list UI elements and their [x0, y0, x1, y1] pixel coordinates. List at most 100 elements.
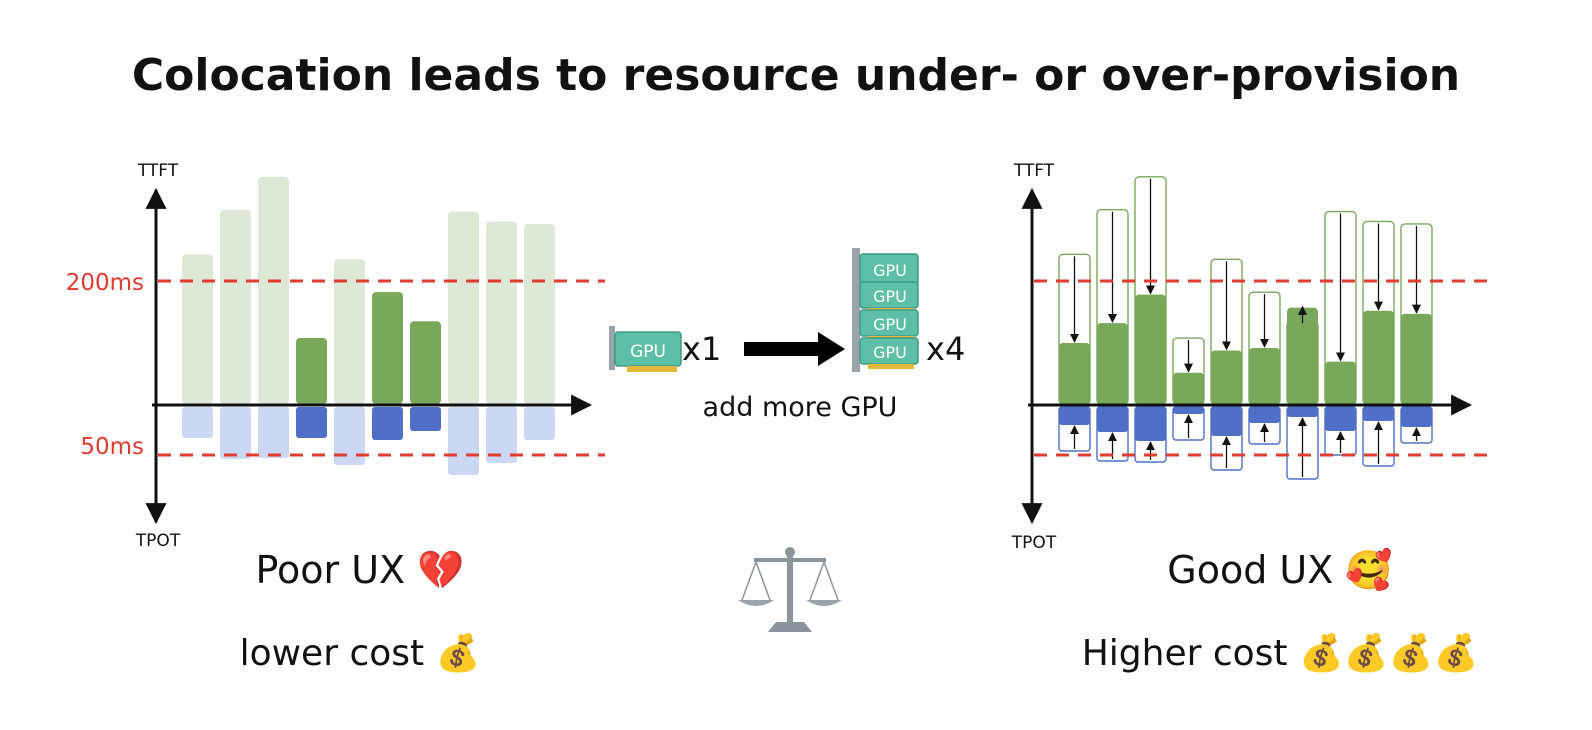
right-tpot-bar-4 [1173, 407, 1204, 414]
left-tpot-bar-5 [334, 407, 365, 465]
left-tpot-bar-1 [182, 407, 213, 438]
left-tpot-bar-2 [220, 407, 251, 459]
left-ttft-bar-10 [524, 223, 555, 404]
right-chart: TTFT TPOT [1011, 161, 1490, 553]
left-chart: TTFT TPOT 200ms 50ms [66, 161, 605, 551]
right-ttft-bar-2 [1097, 323, 1128, 404]
left-ttft-threshold-label: 200ms [66, 270, 144, 296]
right-tpot-before-box-6 [1248, 406, 1281, 445]
left-ttft-bar-1 [182, 254, 213, 404]
right-tpot-before-box-10 [1400, 406, 1433, 444]
right-tpot-bar-8 [1325, 407, 1356, 431]
scale-right-string-a [809, 561, 825, 601]
right-tpot-bar-2 [1097, 407, 1128, 432]
right-tpot-bar-1 [1059, 407, 1090, 425]
gpu-contacts [627, 366, 677, 372]
left-ttft-bar-2 [220, 209, 251, 404]
left-ttft-bar-7 [410, 321, 441, 404]
left-tpot-bar-3 [258, 407, 289, 458]
right-ttft-bar-1 [1059, 343, 1090, 404]
right-tpot-before-box-5 [1210, 406, 1243, 471]
left-tpot-bar-4 [296, 407, 327, 438]
left-ttft-bar-9 [486, 221, 517, 404]
left-ttft-bar-3 [258, 176, 289, 404]
page-title: Colocation leads to resource under- or o… [131, 50, 1461, 101]
right-ttft-axis-label: TTFT [1013, 161, 1055, 181]
gpu-card-2-text: GPU [873, 287, 907, 306]
scale-left-pan [738, 600, 774, 606]
left-ttft-axis-label: TTFT [137, 161, 179, 181]
right-ux-label: Good UX [1167, 548, 1334, 592]
right-tpot-bar-9 [1363, 407, 1394, 421]
right-tpot-bar-10 [1401, 407, 1432, 427]
left-tpot-bar-7 [410, 407, 441, 431]
gpu-card-2: GPU [859, 281, 919, 312]
scale-beam [754, 558, 826, 562]
left-ttft-bar-5 [334, 259, 365, 404]
right-tpot-before-box-2 [1096, 406, 1129, 462]
right-bars [1058, 176, 1433, 480]
balance-scale-icon [738, 547, 842, 632]
right-tpot-axis-label: TPOT [1011, 533, 1057, 553]
add-gpu-arrow-icon [744, 332, 845, 366]
right-ttft-bar-9 [1363, 310, 1394, 404]
left-bars [182, 176, 555, 475]
scale-right-pan [806, 600, 842, 606]
gpu-stack: GPU GPU GPU GPU [852, 248, 919, 372]
gpu-card-4-contacts [868, 364, 914, 369]
right-tpot-bar-5 [1211, 407, 1242, 436]
gpu-card-3-text: GPU [873, 315, 907, 334]
right-ttft-bar-3 [1135, 294, 1166, 404]
left-tpot-axis-label: TPOT [135, 531, 181, 551]
gpu-card-4: GPU [859, 337, 919, 369]
right-tpot-bar-7 [1287, 407, 1318, 417]
gpu-card-1-text: GPU [873, 261, 907, 280]
right-ttft-bar-7 [1287, 307, 1318, 404]
money-bag-icon: 💰 [435, 633, 481, 674]
left-tpot-threshold-label: 50ms [80, 434, 144, 460]
right-cost-caption: Higher cost 💰💰💰💰 [1040, 632, 1520, 674]
scale-right-string-b [823, 561, 839, 601]
right-tpot-before-box-1 [1058, 406, 1091, 452]
right-ux-caption: Good UX 🥰 [1110, 548, 1450, 593]
gpu-single: GPU [609, 326, 682, 372]
right-tpot-before-box-9 [1362, 406, 1395, 467]
right-cost-label: Higher cost [1081, 633, 1288, 674]
scale-post [787, 548, 793, 622]
scale-base [768, 622, 812, 632]
scale-top [785, 547, 795, 557]
gpu-chip-text: GPU [630, 342, 666, 362]
scale-left-string-b [755, 561, 771, 601]
left-ux-label: Poor UX [255, 548, 406, 592]
right-ttft-bar-4 [1173, 372, 1204, 404]
gpu-card-4-text: GPU [873, 343, 907, 362]
left-tpot-bar-8 [448, 407, 479, 475]
add-more-gpu-label: add more GPU [702, 392, 898, 423]
smiling-face-with-hearts-icon: 🥰 [1345, 548, 1393, 592]
left-cost-caption: lower cost 💰 [200, 632, 520, 674]
right-ttft-bar-10 [1401, 313, 1432, 404]
left-ttft-bar-4 [296, 338, 327, 404]
left-cost-label: lower cost [239, 633, 425, 674]
scale-left-string-a [741, 561, 757, 601]
gpu-card-3: GPU [859, 309, 919, 340]
right-tpot-bar-3 [1135, 407, 1166, 441]
gpu-stack-bracket [852, 248, 860, 372]
right-ttft-bar-6 [1249, 347, 1280, 404]
right-tpot-before-box-8 [1324, 406, 1357, 456]
right-tpot-before-box-7 [1286, 406, 1319, 480]
left-tpot-bar-9 [486, 407, 517, 463]
right-tpot-bar-6 [1249, 407, 1280, 423]
broken-heart-icon: 💔 [417, 548, 465, 592]
right-ttft-bar-5 [1211, 350, 1242, 404]
right-tpot-before-box-4 [1172, 406, 1205, 441]
gpu-bracket [609, 326, 615, 370]
left-ux-caption: Poor UX 💔 [200, 548, 520, 593]
left-gpu-count: x1 [682, 330, 722, 368]
left-tpot-bar-10 [524, 407, 555, 440]
left-tpot-bar-6 [372, 407, 403, 440]
money-bags-icon: 💰💰💰💰 [1298, 633, 1479, 674]
right-gpu-count: x4 [926, 330, 966, 368]
right-ttft-bar-8 [1325, 361, 1356, 404]
